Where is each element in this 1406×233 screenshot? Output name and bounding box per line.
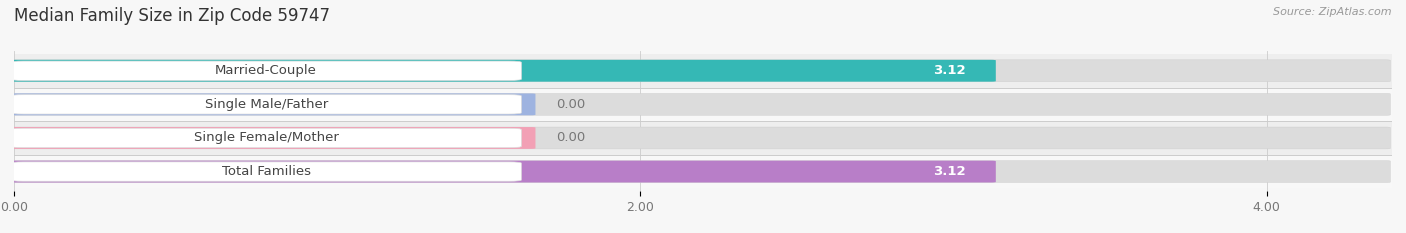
FancyBboxPatch shape xyxy=(10,93,536,115)
FancyBboxPatch shape xyxy=(10,161,1391,182)
FancyBboxPatch shape xyxy=(14,121,1392,155)
FancyBboxPatch shape xyxy=(14,88,1392,121)
FancyBboxPatch shape xyxy=(10,93,1391,115)
Text: 0.00: 0.00 xyxy=(555,131,585,144)
FancyBboxPatch shape xyxy=(10,161,995,182)
Text: Single Male/Father: Single Male/Father xyxy=(204,98,328,111)
Text: Source: ZipAtlas.com: Source: ZipAtlas.com xyxy=(1274,7,1392,17)
FancyBboxPatch shape xyxy=(10,127,1391,149)
FancyBboxPatch shape xyxy=(11,128,522,148)
FancyBboxPatch shape xyxy=(11,95,522,114)
Text: 0.00: 0.00 xyxy=(555,98,585,111)
Text: Single Female/Mother: Single Female/Mother xyxy=(194,131,339,144)
Text: Married-Couple: Married-Couple xyxy=(215,64,318,77)
Text: 3.12: 3.12 xyxy=(934,165,966,178)
FancyBboxPatch shape xyxy=(14,54,1392,88)
FancyBboxPatch shape xyxy=(11,162,522,181)
FancyBboxPatch shape xyxy=(10,60,1391,82)
FancyBboxPatch shape xyxy=(10,60,995,82)
FancyBboxPatch shape xyxy=(11,61,522,80)
FancyBboxPatch shape xyxy=(10,127,536,149)
Text: Median Family Size in Zip Code 59747: Median Family Size in Zip Code 59747 xyxy=(14,7,330,25)
Text: 3.12: 3.12 xyxy=(934,64,966,77)
FancyBboxPatch shape xyxy=(14,155,1392,188)
Text: Total Families: Total Families xyxy=(222,165,311,178)
